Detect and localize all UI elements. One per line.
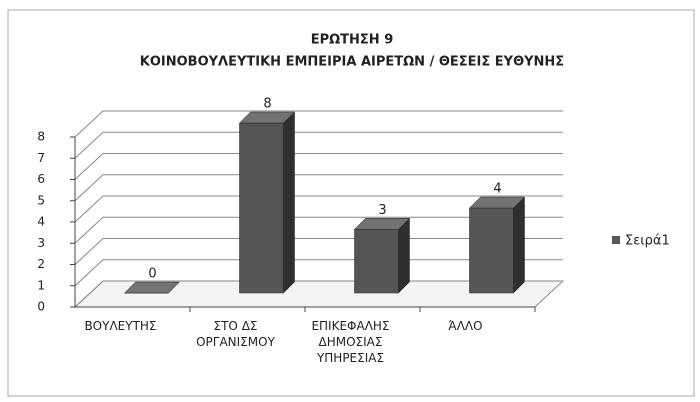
y-tick-label: 0 [37,300,45,314]
bar-side [283,111,295,294]
y-tick-label: 5 [37,193,45,207]
x-tick-label: ΆΛΛΟ [448,319,483,333]
grid-line [74,174,563,202]
x-tick-label: ΕΠΙΚΕΦΑΛΗΣ ΔΗΜΟΣΙΑΣ ΥΠΗΡΕΣΙΑΣ [311,319,390,365]
data-label: 4 [493,182,501,197]
x-tick-label: ΒΟΥΛΕΥΤΗΣ [84,319,157,333]
y-tick-label: 2 [37,257,45,271]
bar-top [238,111,296,124]
y-tick-label: 4 [37,215,45,229]
grid-line [74,216,563,244]
y-tick-label: 7 [37,151,45,165]
data-label: 8 [263,97,271,112]
bar [123,281,181,294]
bar [238,111,296,294]
data-label: 3 [378,203,386,218]
y-tick-label: 1 [37,278,45,292]
data-label: 0 [148,267,156,282]
y-tick-label: 6 [37,172,45,186]
x-tick-label: ΣΤΟ ΔΣ ΟΡΓΑΝΙΣΜΟΥ [196,319,275,349]
chart-title: ΕΡΩΤΗΣΗ 9 [311,33,394,48]
chart-subtitle: ΚΟΙΝΟΒΟΥΛΕΥΤΙΚΗ ΕΜΠΕΙΡΙΑ ΑΙΡΕΤΩΝ / ΘΕΣΕΙ… [140,55,564,70]
bar-front [469,207,514,294]
bar [468,196,526,294]
bar [353,217,411,294]
legend-label: Σειρά1 [625,234,670,249]
grid-line [74,195,563,223]
grid-line [74,131,563,159]
bar-top [123,281,181,294]
bar-top [468,196,526,209]
legend-swatch [612,236,620,244]
bar-side [513,196,525,294]
y-tick-label: 8 [37,130,45,144]
y-tick-label: 3 [37,236,45,250]
grid-line [74,153,563,180]
grid-line [74,110,563,138]
bar-side [398,217,410,294]
bar-front [354,229,399,294]
frame [7,9,695,397]
bar-top [353,218,411,230]
bar-front [239,122,284,294]
